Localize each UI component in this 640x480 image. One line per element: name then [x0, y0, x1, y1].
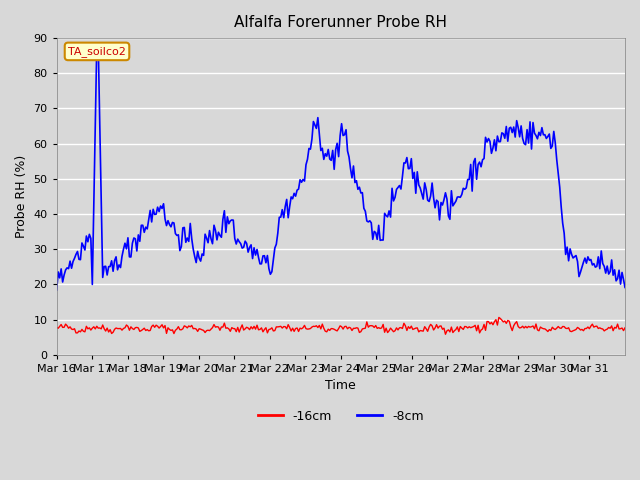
-16cm: [621, 325, 629, 331]
-16cm: [72, 330, 80, 336]
-16cm: [90, 324, 98, 330]
-8cm: [72, 252, 80, 257]
Text: TA_soilco2: TA_soilco2: [68, 46, 126, 57]
-8cm: [544, 133, 552, 139]
-8cm: [618, 270, 626, 276]
-16cm: [495, 314, 502, 320]
Title: Alfalfa Forerunner Probe RH: Alfalfa Forerunner Probe RH: [234, 15, 447, 30]
-8cm: [93, 42, 100, 48]
-16cm: [345, 324, 353, 330]
-8cm: [460, 185, 467, 191]
-8cm: [347, 166, 355, 171]
Y-axis label: Probe RH (%): Probe RH (%): [15, 155, 28, 238]
-8cm: [53, 287, 61, 293]
-16cm: [442, 331, 449, 337]
-16cm: [460, 326, 467, 332]
-16cm: [545, 327, 553, 333]
-8cm: [90, 202, 98, 207]
-16cm: [620, 328, 627, 334]
-16cm: [53, 324, 61, 330]
Line: -16cm: -16cm: [57, 317, 625, 334]
Legend: -16cm, -8cm: -16cm, -8cm: [253, 405, 429, 428]
X-axis label: Time: Time: [326, 379, 356, 393]
Line: -8cm: -8cm: [57, 45, 625, 290]
-8cm: [621, 285, 629, 290]
